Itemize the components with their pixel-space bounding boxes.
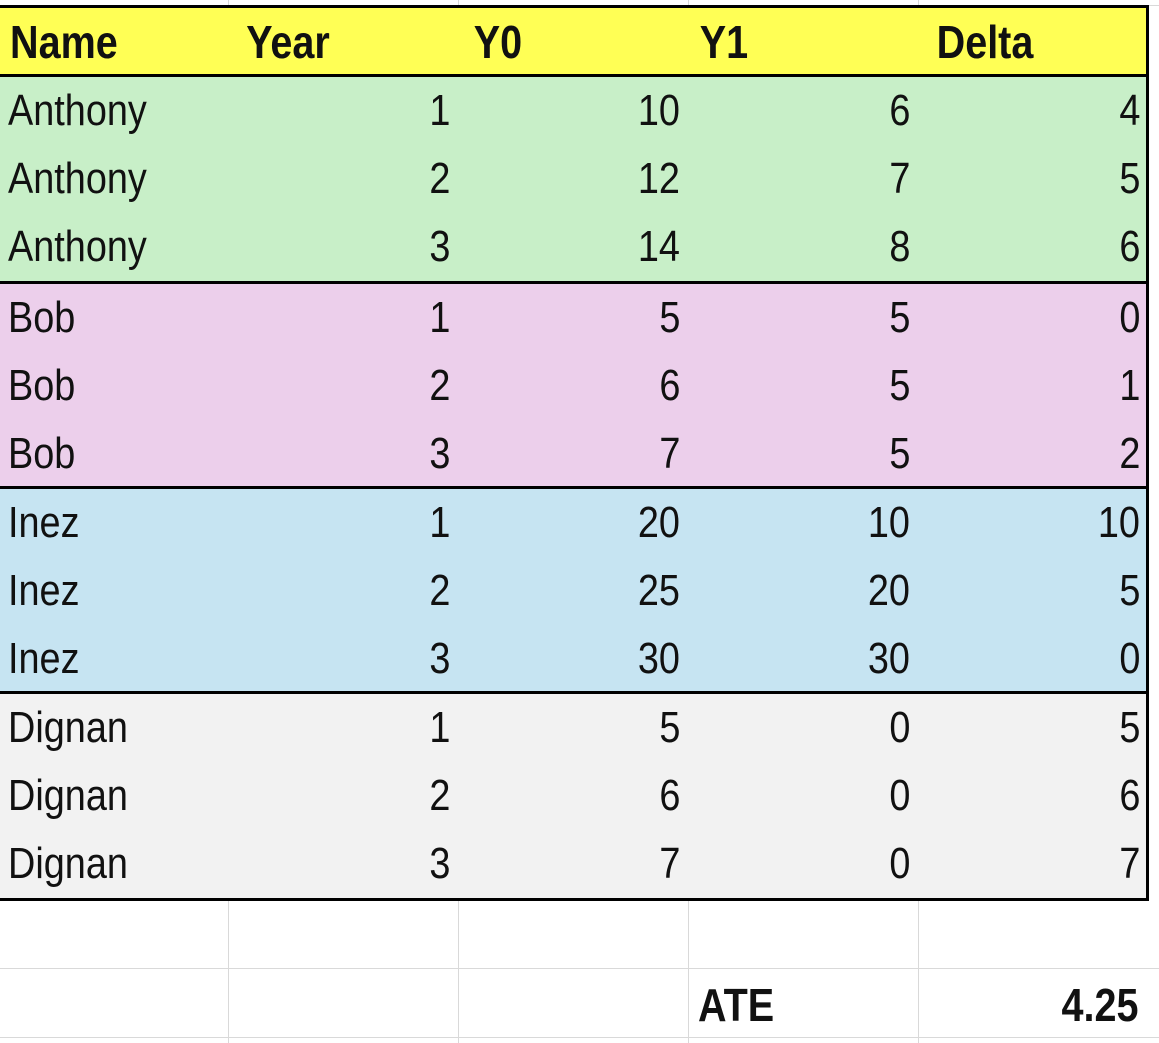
cell-delta[interactable]: 5 [1118, 566, 1140, 615]
cell-year[interactable]: 3 [428, 634, 450, 683]
cell-name[interactable]: Dignan [8, 703, 128, 752]
cell-year[interactable]: 2 [428, 361, 450, 410]
cell-y1[interactable]: 7 [888, 154, 910, 203]
cell-y0[interactable]: 10 [637, 86, 680, 135]
header-delta[interactable]: Delta [936, 16, 1034, 68]
cell-y1[interactable]: 30 [867, 634, 910, 683]
header-band [0, 8, 1146, 74]
cell-delta[interactable]: 7 [1118, 839, 1140, 888]
ate-label[interactable]: ATE [698, 979, 775, 1031]
group-band [0, 489, 1146, 691]
cell-delta[interactable]: 5 [1118, 154, 1140, 203]
cell-y1[interactable]: 0 [888, 703, 910, 752]
cell-name[interactable]: Anthony [8, 222, 147, 271]
cell-delta[interactable]: 4 [1118, 86, 1140, 135]
cell-delta[interactable]: 1 [1118, 361, 1140, 410]
cell-name[interactable]: Bob [8, 293, 76, 342]
cell-name[interactable]: Inez [8, 634, 80, 683]
cell-y1[interactable]: 6 [888, 86, 910, 135]
group-band [0, 694, 1146, 898]
cell-year[interactable]: 3 [428, 429, 450, 478]
group-border [0, 691, 1149, 694]
cell-delta[interactable]: 2 [1118, 429, 1140, 478]
table-border-right [1146, 5, 1149, 901]
cell-y1[interactable]: 10 [867, 498, 910, 547]
ate-value[interactable]: 4.25 [1062, 979, 1139, 1031]
group-band [0, 77, 1146, 281]
table-border-bottom [0, 898, 1149, 901]
header-y0[interactable]: Y0 [473, 16, 523, 68]
cell-delta[interactable]: 6 [1118, 771, 1140, 820]
cell-name[interactable]: Inez [8, 498, 80, 547]
cell-y1[interactable]: 20 [867, 566, 910, 615]
cell-name[interactable]: Dignan [8, 771, 128, 820]
cell-year[interactable]: 1 [428, 498, 450, 547]
header-y1[interactable]: Y1 [699, 16, 749, 68]
cell-name[interactable]: Dignan [8, 839, 128, 888]
cell-y1[interactable]: 0 [888, 839, 910, 888]
cell-year[interactable]: 3 [428, 222, 450, 271]
header-year[interactable]: Year [246, 16, 330, 68]
cell-year[interactable]: 1 [428, 293, 450, 342]
gridline [0, 1037, 1159, 1038]
header-name[interactable]: Name [10, 16, 118, 68]
gridline [0, 968, 1159, 969]
header-bottom-border [0, 74, 1149, 77]
cell-name[interactable]: Anthony [8, 86, 147, 135]
cell-year[interactable]: 2 [428, 771, 450, 820]
cell-y0[interactable]: 6 [658, 771, 680, 820]
cell-delta[interactable]: 10 [1097, 498, 1140, 547]
cell-y1[interactable]: 5 [888, 429, 910, 478]
cell-y0[interactable]: 25 [637, 566, 680, 615]
cell-name[interactable]: Inez [8, 566, 80, 615]
cell-delta[interactable]: 0 [1118, 634, 1140, 683]
group-border [0, 281, 1149, 284]
cell-y0[interactable]: 7 [658, 839, 680, 888]
group-band [0, 284, 1146, 486]
cell-delta[interactable]: 6 [1118, 222, 1140, 271]
group-border [0, 486, 1149, 489]
cell-y1[interactable]: 5 [888, 361, 910, 410]
cell-y0[interactable]: 7 [658, 429, 680, 478]
cell-y1[interactable]: 5 [888, 293, 910, 342]
cell-year[interactable]: 2 [428, 566, 450, 615]
cell-year[interactable]: 2 [428, 154, 450, 203]
cell-year[interactable]: 1 [428, 86, 450, 135]
cell-y0[interactable]: 20 [637, 498, 680, 547]
cell-y0[interactable]: 6 [658, 361, 680, 410]
cell-y0[interactable]: 5 [658, 703, 680, 752]
cell-name[interactable]: Anthony [8, 154, 147, 203]
cell-y0[interactable]: 14 [637, 222, 680, 271]
table-border-top [0, 5, 1149, 8]
cell-year[interactable]: 3 [428, 839, 450, 888]
cell-delta[interactable]: 0 [1118, 293, 1140, 342]
cell-delta[interactable]: 5 [1118, 703, 1140, 752]
cell-y0[interactable]: 5 [658, 293, 680, 342]
cell-y1[interactable]: 0 [888, 771, 910, 820]
cell-name[interactable]: Bob [8, 361, 76, 410]
cell-y1[interactable]: 8 [888, 222, 910, 271]
cell-y0[interactable]: 12 [637, 154, 680, 203]
cell-year[interactable]: 1 [428, 703, 450, 752]
cell-y0[interactable]: 30 [637, 634, 680, 683]
cell-name[interactable]: Bob [8, 429, 76, 478]
